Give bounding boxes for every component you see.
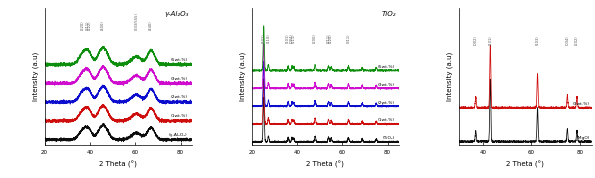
Text: (101): (101)	[488, 36, 492, 45]
Text: (3wt.%): (3wt.%)	[377, 83, 394, 87]
Text: (400): (400)	[101, 20, 105, 30]
Text: (3wt.%): (3wt.%)	[572, 102, 590, 106]
Text: (3wt.%): (3wt.%)	[170, 77, 187, 81]
Text: (2wt.%): (2wt.%)	[170, 95, 187, 99]
Text: (220): (220)	[81, 20, 85, 30]
Text: (211): (211)	[327, 33, 330, 43]
Text: (2wt.%): (2wt.%)	[377, 101, 394, 104]
Text: (101): (101)	[262, 33, 266, 43]
Text: (440): (440)	[149, 20, 153, 30]
Text: (220): (220)	[329, 33, 333, 43]
Text: (101): (101)	[286, 33, 290, 43]
Text: (γ-Al₂O₃): (γ-Al₂O₃)	[169, 133, 187, 137]
Text: (110): (110)	[267, 33, 271, 43]
Text: (111): (111)	[292, 33, 296, 43]
Text: (004): (004)	[290, 33, 294, 43]
Text: (MgO): (MgO)	[576, 136, 590, 140]
Text: (202): (202)	[575, 36, 579, 45]
Text: (5wt.%): (5wt.%)	[170, 58, 187, 62]
Text: (200): (200)	[313, 33, 317, 43]
Text: (1wt.%): (1wt.%)	[170, 114, 187, 118]
Text: (222): (222)	[87, 20, 92, 30]
Text: γ-Al₂O₃: γ-Al₂O₃	[165, 11, 189, 17]
Text: TiO₂: TiO₂	[381, 11, 396, 17]
Text: (002): (002)	[474, 36, 478, 45]
X-axis label: 2 Theta (°): 2 Theta (°)	[506, 161, 544, 168]
X-axis label: 2 Theta (°): 2 Theta (°)	[306, 161, 345, 168]
Text: (103): (103)	[536, 36, 540, 45]
Text: (311): (311)	[86, 20, 90, 30]
Text: (1wt.%): (1wt.%)	[377, 118, 394, 122]
X-axis label: 2 Theta (°): 2 Theta (°)	[99, 161, 137, 168]
Y-axis label: Intensity (a.u): Intensity (a.u)	[33, 52, 39, 101]
Text: (034): (034)	[565, 36, 569, 45]
Text: (5wt.%): (5wt.%)	[377, 65, 394, 69]
Y-axis label: Intensity (a.u): Intensity (a.u)	[447, 52, 453, 101]
Text: (311): (311)	[346, 33, 350, 43]
Text: (TiO₂): (TiO₂)	[382, 136, 394, 140]
Text: (333/555): (333/555)	[134, 12, 139, 30]
Y-axis label: Intensity (a.u): Intensity (a.u)	[240, 52, 246, 101]
